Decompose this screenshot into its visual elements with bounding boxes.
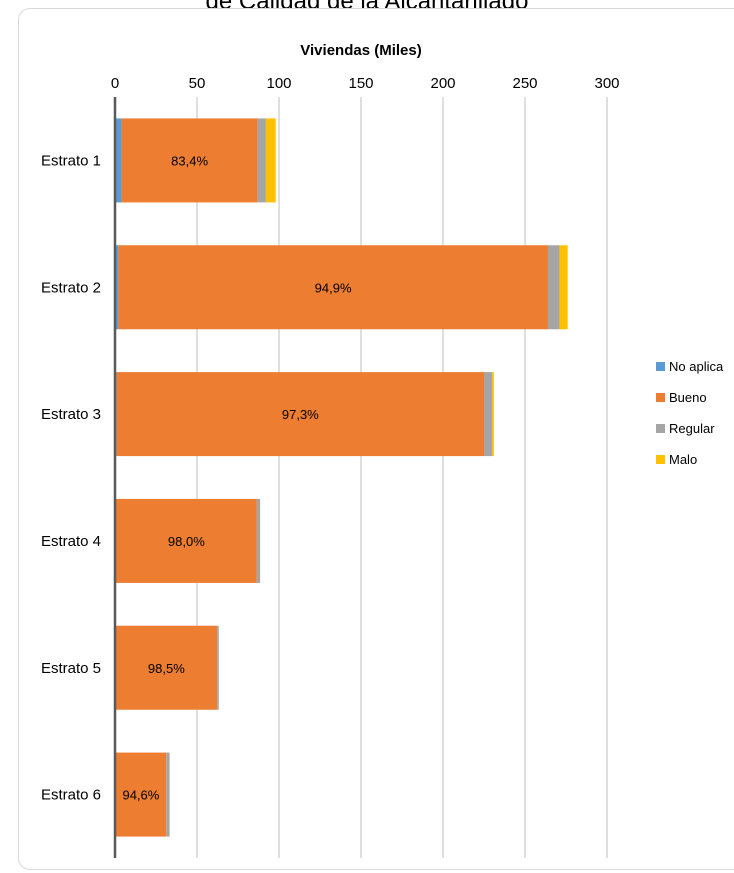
bar-segment-regular — [257, 118, 266, 203]
category-label: Estrato 6 — [41, 787, 101, 804]
data-label: 98,5% — [148, 661, 185, 676]
x-tick-label: 50 — [189, 75, 206, 92]
x-tick-label: 300 — [594, 75, 619, 92]
bar-segment-regular — [217, 625, 219, 710]
bar-segment-malo — [265, 118, 276, 203]
bar-segment-malo — [492, 372, 494, 457]
bar-segment-bueno — [118, 245, 548, 330]
bar-segment-bueno — [115, 625, 218, 710]
bar-segment-regular — [256, 498, 261, 583]
bar-segment-bueno — [121, 118, 258, 203]
bar-segment-regular — [547, 245, 560, 330]
legend-label: Bueno — [669, 390, 707, 405]
bar-segment-regular — [166, 752, 170, 837]
gridlines — [196, 97, 608, 858]
legend-swatch — [656, 424, 665, 433]
legend-label: Malo — [669, 452, 697, 467]
legend-label: No aplica — [669, 359, 724, 374]
x-tick-label: 100 — [266, 75, 291, 92]
x-axis-title: Viviendas (Miles) — [300, 42, 421, 59]
data-label: 94,6% — [122, 788, 159, 803]
axes: 0 50 100 150 200 250 300 Viviendas (Miles) Estra… — [41, 42, 620, 858]
legend: No aplica Bueno Regular Malo — [656, 359, 724, 467]
bar-segment-bueno — [116, 372, 484, 457]
data-label: 83,4% — [171, 153, 208, 168]
category-label: Estrato 2 — [41, 279, 101, 296]
legend-swatch — [656, 455, 665, 464]
bars: 83,4% 94,9% 97,3% 98,0% 98,5% 94,6% — [115, 118, 568, 837]
legend-label: Regular — [669, 421, 715, 436]
bar-segment-malo — [559, 245, 568, 330]
legend-swatch — [656, 362, 665, 371]
category-label: Estrato 5 — [41, 660, 101, 677]
x-tick-label: 250 — [512, 75, 537, 92]
category-label: Estrato 3 — [41, 406, 101, 423]
category-label: Estrato 1 — [41, 152, 101, 169]
bar-segment-bueno — [115, 752, 167, 837]
x-tick-label: 150 — [348, 75, 373, 92]
bar-segment-bueno — [115, 498, 257, 583]
x-tick-label: 200 — [430, 75, 455, 92]
bar-segment-no-aplica — [115, 118, 122, 203]
legend-swatch — [656, 393, 665, 402]
bar-segment-regular — [484, 372, 493, 457]
x-tick-label: 0 — [111, 75, 119, 92]
data-label: 94,9% — [315, 280, 352, 295]
category-label: Estrato 4 — [41, 533, 101, 550]
data-label: 97,3% — [282, 407, 319, 422]
data-label: 98,0% — [168, 534, 205, 549]
bar-segment-no-aplica — [115, 245, 119, 330]
